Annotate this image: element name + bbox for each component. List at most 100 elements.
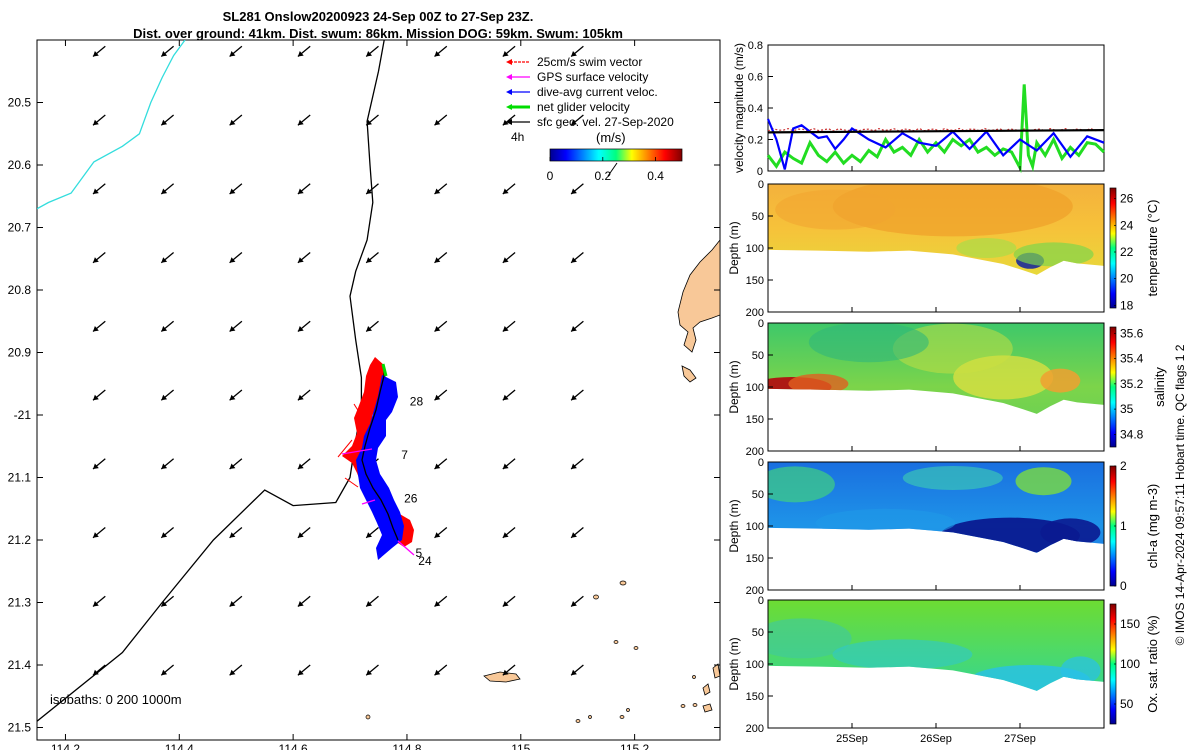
colorbar-tick-label: 0.4 bbox=[647, 169, 664, 183]
velocity-arrow bbox=[160, 251, 175, 264]
legend-item: net glider velocity bbox=[506, 100, 630, 114]
velocity-arrow bbox=[37, 458, 38, 460]
section-colorbar-tick-label: 22 bbox=[1120, 245, 1134, 259]
section-colorbar bbox=[1109, 326, 1117, 448]
velocity-arrow bbox=[502, 526, 516, 539]
velocity-y-tick-label: 0 bbox=[757, 166, 763, 178]
velocity-arrow bbox=[297, 251, 311, 264]
velocity-arrow bbox=[434, 458, 448, 470]
velocity-arrow bbox=[434, 595, 448, 607]
legend-item-label: net glider velocity bbox=[537, 100, 630, 114]
velocity-arrow bbox=[92, 45, 106, 58]
velocity-arrow bbox=[434, 251, 448, 264]
velocity-arrow bbox=[92, 320, 106, 333]
velocity-arrow bbox=[365, 183, 379, 195]
velocity-arrow bbox=[229, 251, 243, 264]
velocity-arrow bbox=[570, 595, 584, 607]
legend-item: 25cm/s swim vector bbox=[506, 55, 642, 69]
map-y-tick-label: 21.3 bbox=[8, 596, 32, 610]
velocity-arrow bbox=[160, 183, 175, 195]
velocity-arrow bbox=[160, 595, 175, 607]
velocity-arrow bbox=[229, 114, 243, 126]
section-x-tick-label: 27Sep bbox=[1004, 733, 1036, 745]
colorbar-tick-label: 0 bbox=[547, 169, 554, 183]
series-black bbox=[767, 129, 1105, 134]
section-colorbar-label: chl-a (mg m-3) bbox=[1145, 484, 1160, 569]
legend-item: GPS surface velocity bbox=[506, 70, 648, 84]
land-islet-b bbox=[483, 671, 521, 683]
legend-interval-label: 4h bbox=[511, 130, 524, 144]
section-y-tick-label: 0 bbox=[758, 595, 764, 607]
surface-velocity-vectors bbox=[37, 45, 584, 676]
velocity-arrow bbox=[160, 458, 175, 470]
map-x-tick-label: 114.6 bbox=[279, 742, 308, 750]
track-day-label: 5 bbox=[416, 546, 423, 560]
velocity-arrow bbox=[92, 526, 106, 539]
track-day-label: 28 bbox=[410, 395, 424, 409]
velocity-arrow bbox=[160, 320, 175, 333]
velocity-arrow bbox=[92, 251, 106, 264]
section-y-tick-label: 50 bbox=[752, 350, 764, 362]
velocity-y-label: velocity magnitude (m/s) bbox=[732, 43, 746, 173]
section-colorbar-tick-label: 2 bbox=[1120, 459, 1127, 473]
section-colorbar-tick-label: 35.6 bbox=[1120, 326, 1144, 340]
legend-item-label: GPS surface velocity bbox=[537, 70, 648, 84]
section-y-tick-label: 0 bbox=[758, 457, 764, 469]
velocity-arrow bbox=[297, 664, 311, 676]
map-y-tick-label: 21.1 bbox=[8, 471, 32, 485]
velocity-arrow bbox=[502, 595, 516, 607]
colorbar-unit: (m/s) bbox=[596, 130, 626, 145]
section-panel: 0 50 100 150 200 Depth (m) 34.8 35 35.2 35.4 35.6 s… bbox=[727, 318, 1167, 458]
velocity-arrow bbox=[570, 526, 584, 539]
velocity-arrow bbox=[37, 183, 38, 185]
land-islet-e bbox=[702, 703, 713, 713]
legend-item-label: sfc geo. vel. 27-Sep-2020 bbox=[537, 115, 674, 129]
velocity-arrow bbox=[160, 664, 175, 676]
section-y-tick-label: 0 bbox=[758, 179, 764, 191]
map-panel: 28 7 26 524 114.2 114.4 114.6 114.8 115 115.2 20… bbox=[8, 39, 721, 750]
velocity-arrow bbox=[160, 114, 175, 126]
velocity-arrow bbox=[502, 251, 516, 264]
map-y-axis: 20.5 20.6 20.7 20.8 20.9 -21 21.1 21.2 21.3 21.4 2… bbox=[8, 96, 720, 735]
velocity-arrow bbox=[229, 389, 243, 401]
section-y-tick-label: 0 bbox=[758, 318, 764, 330]
section-y-tick-label: 100 bbox=[746, 521, 764, 533]
velocity-arrow bbox=[570, 320, 584, 333]
section-colorbar-tick-label: 1 bbox=[1120, 519, 1127, 533]
section-colorbar-tick-label: 50 bbox=[1120, 697, 1134, 711]
velocity-arrow bbox=[365, 320, 379, 333]
legend-sample-arrow bbox=[607, 162, 618, 177]
land-specks bbox=[365, 580, 698, 723]
section-colorbar-tick-label: 35 bbox=[1120, 402, 1134, 416]
glider-track bbox=[337, 357, 415, 560]
net-velocity-track bbox=[361, 367, 399, 541]
map-x-axis: 114.2 114.4 114.6 114.8 115 115.2 bbox=[51, 40, 650, 750]
velocity-arrow bbox=[92, 183, 106, 195]
isobaths-label: isobaths: 0 200 1000m bbox=[50, 692, 182, 707]
section-panel: 0 50 100 150 200 Depth (m) 0 1 2 chl-a (mg m-3) bbox=[727, 457, 1160, 597]
map-y-tick-label: -21 bbox=[14, 408, 32, 422]
velocity-y-tick-label: 0.2 bbox=[748, 135, 763, 147]
velocity-arrow bbox=[502, 389, 516, 401]
section-y-tick-label: 100 bbox=[746, 659, 764, 671]
velocity-arrow bbox=[229, 458, 243, 470]
velocity-arrow bbox=[297, 45, 311, 58]
speed-colorbar bbox=[549, 148, 683, 162]
map-y-tick-label: 21.4 bbox=[8, 658, 32, 672]
map-x-tick-label: 115 bbox=[511, 742, 530, 750]
section-colorbar-label: temperature (°C) bbox=[1145, 200, 1160, 297]
velocity-arrow bbox=[502, 114, 516, 126]
map-y-tick-label: 20.6 bbox=[8, 158, 32, 172]
velocity-arrow bbox=[434, 183, 448, 195]
velocity-frame bbox=[767, 44, 1105, 172]
velocity-arrow bbox=[37, 46, 38, 48]
isobath-1000m bbox=[37, 40, 186, 210]
velocity-arrow bbox=[229, 183, 243, 195]
velocity-arrow bbox=[365, 251, 379, 264]
section-x-tick-label: 25Sep bbox=[836, 733, 868, 745]
section-y-tick-label: 150 bbox=[746, 275, 764, 287]
velocity-arrow bbox=[434, 389, 448, 401]
